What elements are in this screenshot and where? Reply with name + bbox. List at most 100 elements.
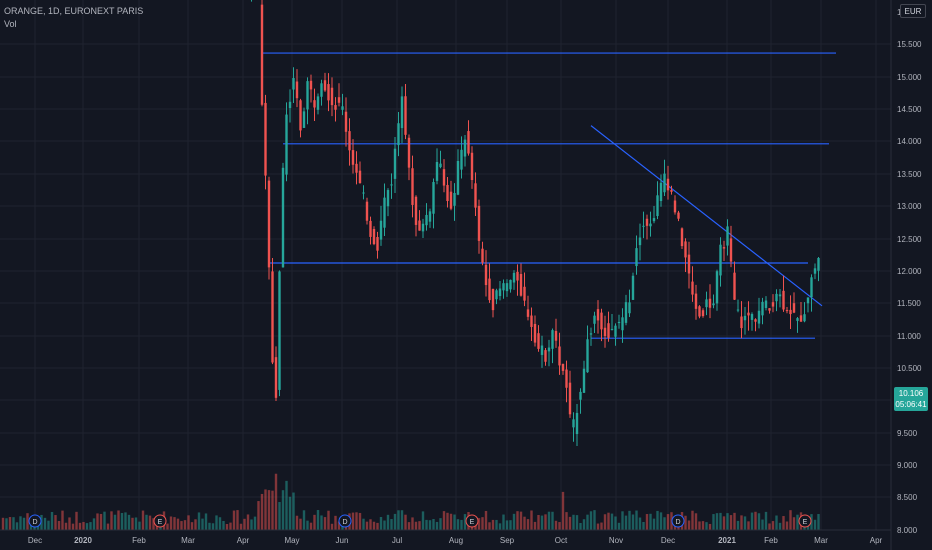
event-marker-label: E xyxy=(470,519,475,526)
volume-bar xyxy=(183,520,187,530)
candle-body xyxy=(736,309,740,311)
candle-body xyxy=(274,357,278,398)
volume-bar xyxy=(481,517,484,530)
volume-bar xyxy=(320,515,323,530)
volume-bar xyxy=(50,511,54,530)
volume-bar xyxy=(547,511,551,530)
volume-bar xyxy=(736,520,740,530)
candle-body xyxy=(593,315,596,324)
volume-bar xyxy=(411,517,414,530)
candle-body xyxy=(460,149,463,170)
y-tick-label: 1 xyxy=(897,8,902,17)
candle-body xyxy=(813,268,817,274)
volume-bar xyxy=(428,520,432,530)
candle-body xyxy=(561,363,565,371)
candle-body xyxy=(299,100,302,131)
candle-body xyxy=(341,106,344,110)
volume-bar xyxy=(446,512,449,530)
volume-bar xyxy=(8,517,12,530)
volume-bar xyxy=(124,512,127,530)
volume-bar xyxy=(246,514,250,530)
last-price-value: 10.106 xyxy=(898,389,924,398)
candle-body xyxy=(260,4,264,105)
candle-body xyxy=(323,80,327,91)
x-tick-label: May xyxy=(284,536,299,545)
volume-bar xyxy=(414,521,418,530)
volume-bar xyxy=(600,522,603,530)
volume-bar xyxy=(533,521,537,530)
volume-bar xyxy=(302,510,306,530)
volume-bar xyxy=(47,520,50,530)
volume-bar xyxy=(484,510,488,530)
candle-body xyxy=(589,333,593,335)
volume-bar xyxy=(68,517,71,530)
volume-legend[interactable]: Vol xyxy=(4,19,17,29)
currency-button[interactable]: EUR xyxy=(900,4,926,18)
volume-bar xyxy=(106,523,110,530)
volume-bar xyxy=(656,510,659,530)
candle-body xyxy=(432,182,435,214)
volume-bar xyxy=(250,519,253,530)
symbol-title[interactable]: ORANGE, 1D, EURONEXT PARIS xyxy=(4,6,144,16)
volume-bar xyxy=(253,516,257,530)
volume-bar xyxy=(400,510,404,530)
volume-bar xyxy=(796,514,799,530)
candle-body xyxy=(369,220,372,237)
candle-body xyxy=(694,293,698,309)
candle-body xyxy=(446,184,449,202)
volume-bar xyxy=(425,519,428,530)
candle-body xyxy=(614,325,617,337)
volume-bar xyxy=(232,510,236,530)
candle-body xyxy=(768,308,771,311)
candle-body xyxy=(817,258,820,271)
candle-body xyxy=(554,330,558,341)
candle-body xyxy=(526,309,530,317)
volume-bar xyxy=(771,521,775,530)
volume-bar xyxy=(782,516,785,530)
volume-bar xyxy=(110,511,113,530)
candle-body xyxy=(698,306,701,317)
volume-bar xyxy=(169,516,173,530)
volume-bar xyxy=(810,514,813,530)
candle-body xyxy=(372,229,376,245)
candle-body xyxy=(544,350,547,362)
candle-body xyxy=(537,333,540,349)
volume-bar xyxy=(631,514,635,530)
candle-body xyxy=(740,316,743,329)
candle-body xyxy=(624,302,628,323)
candle-body xyxy=(365,201,369,221)
volume-bar xyxy=(778,522,782,530)
candle-body xyxy=(439,163,442,168)
candle-body xyxy=(467,131,470,154)
volume-bar xyxy=(519,511,523,530)
candle-body xyxy=(778,294,782,297)
candle-body xyxy=(799,315,803,322)
candle-body xyxy=(705,299,708,308)
volume-bar xyxy=(593,510,596,530)
candle-body xyxy=(281,167,285,268)
candle-body xyxy=(722,247,726,249)
volume-bar xyxy=(173,517,176,530)
volume-bar xyxy=(281,490,285,530)
volume-bar xyxy=(383,520,386,530)
candle-body xyxy=(757,310,761,324)
y-tick-label: 12.500 xyxy=(897,235,922,244)
x-tick-label: Oct xyxy=(555,536,568,545)
chart-grid xyxy=(0,0,891,531)
candle-body xyxy=(495,290,498,300)
volume-bar xyxy=(229,522,232,530)
volume-bar xyxy=(617,522,621,530)
candle-body xyxy=(477,205,481,241)
candle-body xyxy=(383,197,386,228)
time-axis: Dec 2020 Feb Mar Apr May Jun Jul Aug Sep Oct Nov Dec… xyxy=(28,536,883,545)
volume-bar xyxy=(582,519,586,530)
candle-body xyxy=(453,193,456,206)
volume-bar xyxy=(309,522,313,530)
volume-bar xyxy=(495,519,498,530)
x-tick-label: Jun xyxy=(336,536,349,545)
candle-body xyxy=(645,218,649,226)
x-tick-label: 2020 xyxy=(74,536,92,545)
candle-body xyxy=(558,346,561,366)
candle-body xyxy=(400,96,404,129)
